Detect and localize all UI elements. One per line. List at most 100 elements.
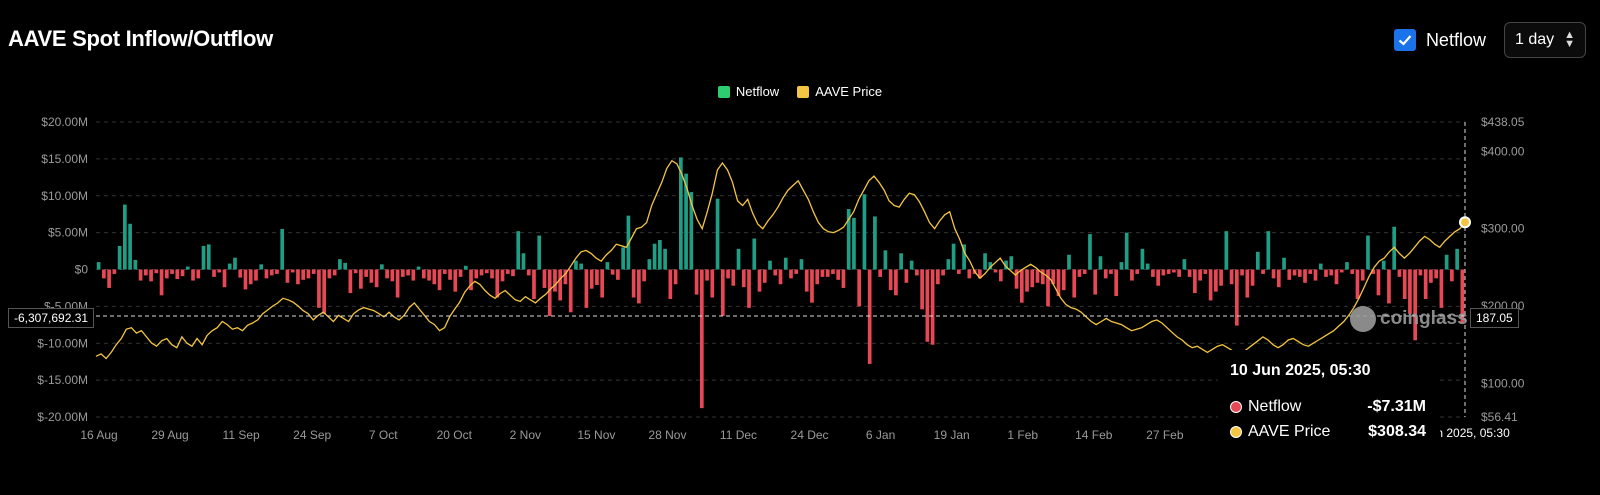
netflow-bar [317,269,321,308]
netflow-bar [773,269,778,276]
tooltip-dot-price [1230,426,1242,438]
coinglass-logo-icon [1350,306,1376,332]
netflow-bar [1187,269,1192,277]
netflow-bar [846,209,851,270]
tooltip-value-netflow: -$7.31M [1367,398,1426,415]
x-axis-tick: 24 Dec [791,428,829,442]
netflow-bar [180,269,185,277]
netflow-checkbox-label[interactable]: Netflow [1425,29,1486,50]
tooltip-dot-netflow [1230,401,1242,413]
netflow-bar [1151,269,1155,277]
netflow-bar [920,269,924,310]
netflow-bar [831,269,835,274]
legend-item-netflow[interactable]: Netflow [717,84,779,99]
netflow-bar [1030,269,1035,288]
netflow-bar [1019,269,1024,303]
netflow-bar [1250,269,1255,286]
netflow-bar [537,235,542,270]
netflow-bar [1371,269,1376,274]
netflow-bar [1098,256,1103,270]
netflow-bar [500,269,505,282]
netflow-bar [1360,269,1365,281]
netflow-bar [621,247,625,270]
netflow-bar [1329,269,1334,276]
netflow-bar [427,269,431,281]
netflow-bar [951,243,956,270]
netflow-bar [867,269,872,364]
netflow-bar [899,253,903,270]
netflow-bar [437,269,442,291]
netflow-bar [568,269,573,313]
netflow-bar [1072,269,1077,298]
netflow-bar [857,269,862,307]
legend-item-price[interactable]: AAVE Price [797,84,882,99]
netflow-bar [1234,269,1239,326]
x-axis-tick: 27 Feb [1146,428,1184,442]
netflow-bar [1381,260,1386,270]
netflow-bar [269,269,274,276]
netflow-bar [579,263,584,270]
netflow-bar [117,245,122,270]
netflow-bar [1040,269,1045,285]
netflow-bar [248,269,253,285]
netflow-bar [421,269,426,279]
netflow-bar [873,216,877,270]
netflow-bar [380,264,384,270]
netflow-bar [710,269,715,298]
netflow-bar [820,269,825,277]
netflow-bar [825,269,830,277]
netflow-bar [1308,269,1313,274]
netflow-bar [1292,269,1297,276]
chart-controls: Netflow 1 day ▲ ▼ [1393,22,1586,58]
netflow-bar [233,257,237,270]
netflow-bar [143,269,148,276]
tooltip-row-netflow: Netflow -$7.31M [1230,398,1426,416]
netflow-bar [170,269,174,274]
netflow-bar [343,262,347,270]
x-axis-tick: 11 Sep [223,428,260,442]
netflow-bar [196,269,201,279]
netflow-bar [768,260,772,270]
netflow-bar [1366,235,1370,270]
x-axis-tick: 11 Dec [720,428,757,442]
netflow-bar [516,231,521,270]
netflow-bar [1224,231,1229,270]
chart-legend: Netflow AAVE Price [0,84,1600,99]
netflow-bar [1208,269,1213,301]
netflow-bar [1035,269,1040,283]
netflow-bar [1313,269,1318,281]
netflow-bar [993,269,998,273]
y-axis-left-tick: $15.00M [41,152,88,166]
crosshair-right-label: 187.05 [1470,308,1519,328]
netflow-bar [631,269,636,298]
netflow-bar [1444,254,1449,270]
netflow-bar [353,269,358,274]
x-axis-tick: 7 Oct [369,428,398,442]
netflow-checkbox[interactable] [1393,29,1416,51]
netflow-bar [542,269,547,288]
netflow-bar [652,243,657,270]
chevron-updown-icon: ▲ ▼ [1564,29,1575,50]
interval-select[interactable]: 1 day ▲ ▼ [1503,22,1586,58]
netflow-bar [1345,262,1349,270]
netflow-bar [133,259,138,270]
netflow-bar [364,269,368,277]
netflow-bar [222,269,227,288]
watermark-text: coinglass [1380,308,1468,329]
x-axis-tick: 24 Sep [293,428,331,442]
netflow-bar [883,250,888,270]
netflow-bar [243,269,248,290]
netflow-bar [327,269,332,279]
netflow-bar [553,269,557,292]
netflow-bar [983,253,987,270]
netflow-bar [699,269,704,409]
netflow-bar [1219,269,1223,286]
netflow-bar [642,269,646,282]
netflow-bar [1166,269,1171,274]
netflow-bar [1109,269,1113,274]
netflow-bar [511,269,515,277]
netflow-bar [705,269,709,281]
netflow-bar [1413,269,1418,341]
netflow-bar [1145,263,1150,270]
